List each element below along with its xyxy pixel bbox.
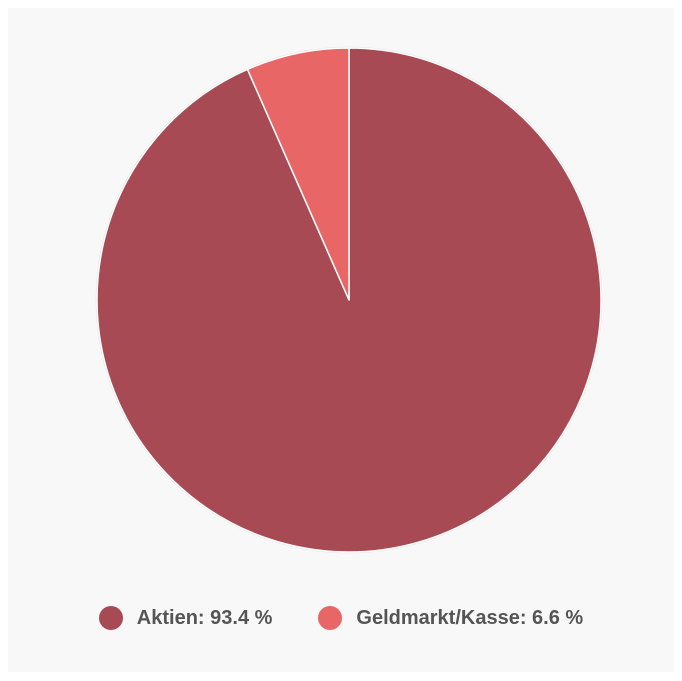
legend: Aktien: 93.4 % Geldmarkt/Kasse: 6.6 %: [8, 606, 674, 630]
legend-label-aktien: Aktien: 93.4 %: [136, 606, 273, 629]
legend-marker-aktien: [98, 606, 123, 630]
pie-chart: [95, 46, 603, 554]
pie-slice-geldmarkt-kasse[interactable]: [246, 47, 350, 301]
legend-item-aktien[interactable]: Aktien: 93.4 %: [98, 606, 273, 630]
chart-panel: Aktien: 93.4 % Geldmarkt/Kasse: 6.6 %: [8, 8, 674, 672]
legend-marker-geldmarkt-kasse: [318, 606, 343, 630]
legend-item-geldmarkt-kasse[interactable]: Geldmarkt/Kasse: 6.6 %: [318, 606, 583, 630]
legend-label-geldmarkt-kasse: Geldmarkt/Kasse: 6.6 %: [356, 606, 584, 629]
